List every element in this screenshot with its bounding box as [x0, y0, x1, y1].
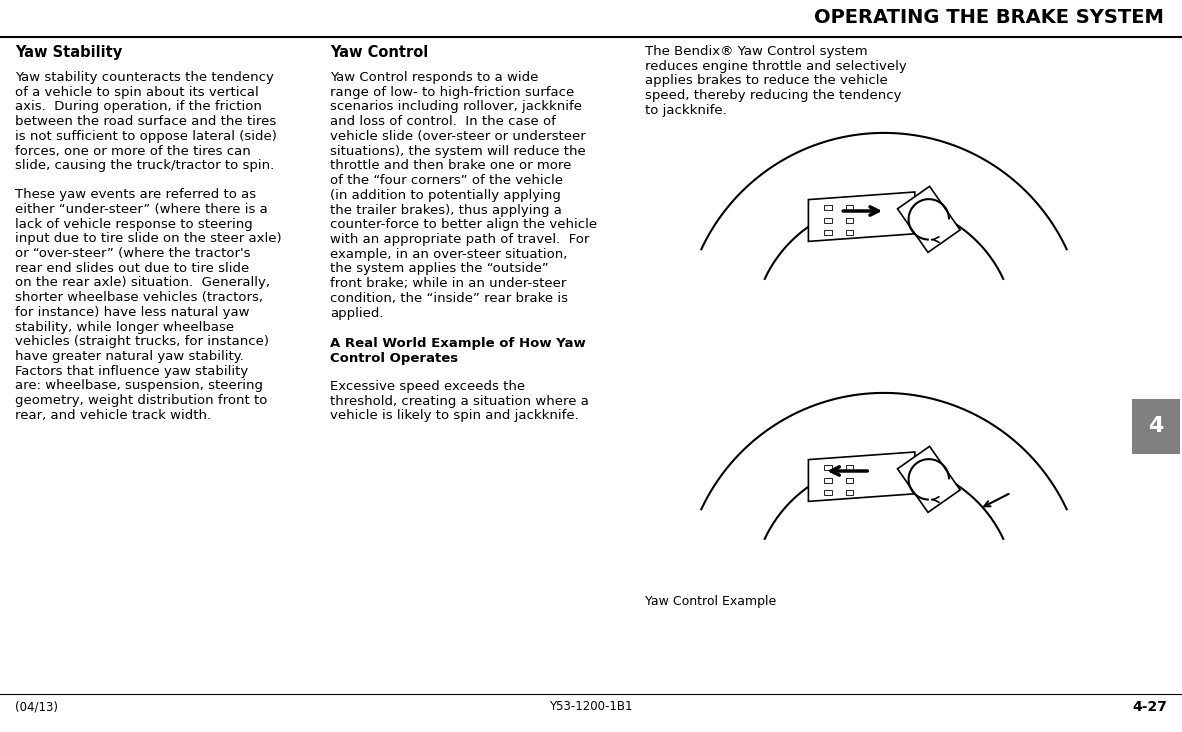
Text: condition, the “inside” rear brake is: condition, the “inside” rear brake is [330, 292, 569, 305]
Text: These yaw events are referred to as: These yaw events are referred to as [15, 188, 256, 201]
Text: Yaw stability counteracts the tendency: Yaw stability counteracts the tendency [15, 71, 274, 84]
Bar [845, 477, 853, 482]
Text: example, in an over-steer situation,: example, in an over-steer situation, [330, 247, 567, 261]
Text: Control Operates: Control Operates [330, 351, 459, 365]
Polygon shape [897, 187, 960, 253]
Text: forces, one or more of the tires can: forces, one or more of the tires can [15, 145, 251, 157]
Bar [824, 465, 832, 470]
Text: 4-27: 4-27 [1132, 700, 1167, 714]
Text: speed, thereby reducing the tendency: speed, thereby reducing the tendency [645, 89, 902, 102]
Polygon shape [808, 192, 915, 242]
Text: situations), the system will reduce the: situations), the system will reduce the [330, 145, 586, 157]
Text: Excessive speed exceeds the: Excessive speed exceeds the [330, 380, 525, 393]
Text: rear end slides out due to tire slide: rear end slides out due to tire slide [15, 262, 249, 274]
Text: vehicles (straight trucks, for instance): vehicles (straight trucks, for instance) [15, 335, 269, 348]
Text: The Bendix® Yaw Control system: The Bendix® Yaw Control system [645, 45, 868, 58]
Text: range of low- to high-friction surface: range of low- to high-friction surface [330, 86, 574, 99]
Text: threshold, creating a situation where a: threshold, creating a situation where a [330, 395, 589, 408]
Bar [824, 230, 832, 235]
Text: 4: 4 [1148, 417, 1164, 436]
Text: on the rear axle) situation.  Generally,: on the rear axle) situation. Generally, [15, 277, 269, 289]
Text: Y53-1200-1B1: Y53-1200-1B1 [550, 700, 632, 713]
Text: to jackknife.: to jackknife. [645, 104, 727, 117]
Text: geometry, weight distribution front to: geometry, weight distribution front to [15, 395, 267, 407]
Polygon shape [808, 452, 915, 501]
Text: of a vehicle to spin about its vertical: of a vehicle to spin about its vertical [15, 86, 259, 99]
Bar [824, 477, 832, 482]
Text: with an appropriate path of travel.  For: with an appropriate path of travel. For [330, 233, 590, 246]
Text: input due to tire slide on the steer axle): input due to tire slide on the steer axl… [15, 232, 281, 245]
Text: (04/13): (04/13) [15, 700, 58, 713]
Text: vehicle slide (over-steer or understeer: vehicle slide (over-steer or understeer [330, 130, 586, 143]
Text: Factors that influence yaw stability: Factors that influence yaw stability [15, 365, 248, 378]
Text: Yaw Control Example: Yaw Control Example [645, 595, 777, 608]
Text: applies brakes to reduce the vehicle: applies brakes to reduce the vehicle [645, 75, 888, 87]
Text: scenarios including rollover, jackknife: scenarios including rollover, jackknife [330, 100, 582, 113]
Text: slide, causing the truck/tractor to spin.: slide, causing the truck/tractor to spin… [15, 160, 274, 172]
Text: Yaw Control: Yaw Control [330, 45, 428, 60]
Bar [845, 465, 853, 470]
Text: stability, while longer wheelbase: stability, while longer wheelbase [15, 321, 234, 334]
Text: Yaw Control responds to a wide: Yaw Control responds to a wide [330, 71, 538, 84]
Text: of the “four corners” of the vehicle: of the “four corners” of the vehicle [330, 174, 563, 187]
Bar [824, 490, 832, 495]
Bar [845, 490, 853, 495]
Polygon shape [897, 447, 960, 512]
Bar [845, 217, 853, 223]
Text: axis.  During operation, if the friction: axis. During operation, if the friction [15, 100, 262, 113]
Text: A Real World Example of How Yaw: A Real World Example of How Yaw [330, 337, 586, 351]
Bar [845, 230, 853, 235]
Text: are: wheelbase, suspension, steering: are: wheelbase, suspension, steering [15, 379, 264, 392]
Text: reduces engine throttle and selectively: reduces engine throttle and selectively [645, 60, 907, 72]
Text: the trailer brakes), thus applying a: the trailer brakes), thus applying a [330, 203, 561, 217]
Text: between the road surface and the tires: between the road surface and the tires [15, 115, 277, 128]
Text: for instance) have less natural yaw: for instance) have less natural yaw [15, 306, 249, 319]
Text: rear, and vehicle track width.: rear, and vehicle track width. [15, 409, 212, 422]
Text: Yaw Stability: Yaw Stability [15, 45, 122, 60]
Text: and loss of control.  In the case of: and loss of control. In the case of [330, 115, 556, 128]
Text: or “over-steer” (where the tractor's: or “over-steer” (where the tractor's [15, 247, 251, 260]
Text: is not sufficient to oppose lateral (side): is not sufficient to oppose lateral (sid… [15, 130, 277, 143]
Text: OPERATING THE BRAKE SYSTEM: OPERATING THE BRAKE SYSTEM [814, 8, 1164, 27]
Text: shorter wheelbase vehicles (tractors,: shorter wheelbase vehicles (tractors, [15, 291, 264, 305]
Bar [845, 205, 853, 210]
Text: front brake; while in an under-steer: front brake; while in an under-steer [330, 277, 566, 290]
Text: the system applies the “outside”: the system applies the “outside” [330, 263, 548, 275]
Text: have greater natural yaw stability.: have greater natural yaw stability. [15, 350, 243, 363]
Text: lack of vehicle response to steering: lack of vehicle response to steering [15, 217, 253, 231]
Text: throttle and then brake one or more: throttle and then brake one or more [330, 160, 571, 172]
Text: counter-force to better align the vehicle: counter-force to better align the vehicl… [330, 218, 597, 231]
Text: applied.: applied. [330, 307, 383, 320]
Text: vehicle is likely to spin and jackknife.: vehicle is likely to spin and jackknife. [330, 409, 579, 422]
Text: (in addition to potentially applying: (in addition to potentially applying [330, 189, 561, 202]
Text: either “under-steer” (where there is a: either “under-steer” (where there is a [15, 203, 268, 216]
Bar [824, 217, 832, 223]
Bar [824, 205, 832, 210]
Bar [1132, 399, 1180, 454]
